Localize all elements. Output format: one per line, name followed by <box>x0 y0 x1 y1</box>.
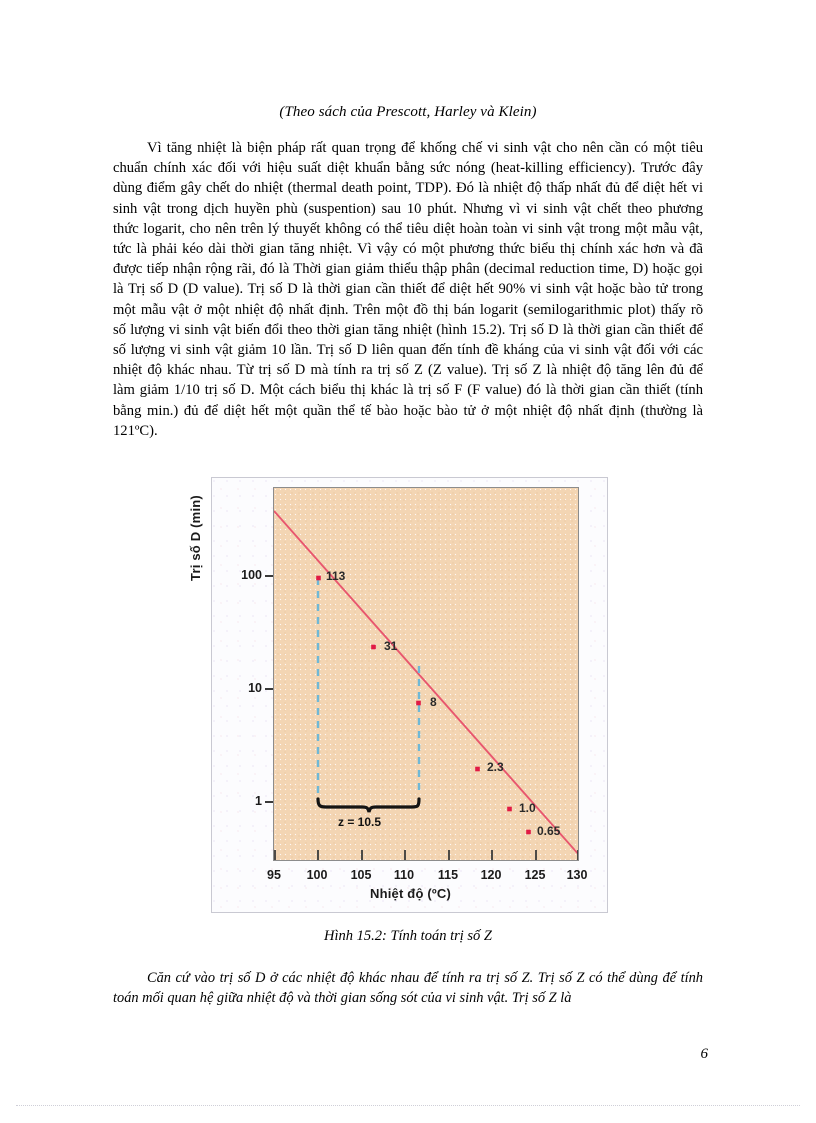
footer-divider <box>16 1105 800 1106</box>
page-number: 6 <box>700 1046 709 1062</box>
point-label-31: 31 <box>384 639 398 653</box>
x-tick-label-120: 120 <box>480 868 502 882</box>
plot-svg <box>274 510 578 860</box>
z-value-annotation: z = 10.5 <box>338 815 382 829</box>
point-label-1-0: 1.0 <box>519 801 536 815</box>
plot-area: 113 31 8 2.3 1.0 0.65 z = 10.5 <box>273 487 579 861</box>
x-tick-marks <box>274 850 578 860</box>
point-label-0-65: 0.65 <box>537 824 561 838</box>
x-tick-label-100: 100 <box>306 868 328 882</box>
x-tick-label-95: 95 <box>267 868 281 882</box>
x-tick-label-105: 105 <box>350 868 372 882</box>
y-tick-label-100: 100 <box>241 568 262 582</box>
x-tick-label-125: 125 <box>524 868 546 882</box>
z-brace <box>316 797 421 813</box>
body-paragraph: Vì tăng nhiệt là biện pháp rất quan trọn… <box>113 140 703 439</box>
y-tick-mark-1 <box>265 801 274 803</box>
data-point-0-65 <box>526 829 531 835</box>
x-tick-label-115: 115 <box>437 868 459 882</box>
data-point-8 <box>416 700 421 706</box>
figure-15-2: Trị số D (min) 100 10 1 <box>188 477 608 913</box>
point-label-8: 8 <box>430 695 437 709</box>
source-attribution: (Theo sách của Prescott, Harley và Klein… <box>279 104 537 120</box>
figure-caption: Hình 15.2: Tính toán trị số Z <box>324 928 492 944</box>
point-label-113: 113 <box>326 569 346 583</box>
x-tick-label-110: 110 <box>393 868 415 882</box>
y-axis-label: Trị số D (min) <box>188 495 203 581</box>
d-value-trend-line <box>274 510 578 856</box>
data-point-1-0 <box>507 806 512 812</box>
x-axis-label: Nhiệt độ (ºC) <box>370 886 451 901</box>
y-tick-mark-10 <box>265 688 274 690</box>
data-point-31 <box>371 644 376 650</box>
point-label-2-3: 2.3 <box>487 760 504 774</box>
y-tick-label-10: 10 <box>248 681 262 695</box>
after-figure-paragraph: Căn cứ vào trị số D ở các nhiệt độ khác … <box>113 970 703 1007</box>
data-point-113 <box>316 575 321 581</box>
y-tick-label-1: 1 <box>255 794 262 808</box>
x-tick-label-130: 130 <box>566 868 588 882</box>
data-point-2-3 <box>475 766 480 772</box>
y-tick-mark-100 <box>265 575 274 577</box>
